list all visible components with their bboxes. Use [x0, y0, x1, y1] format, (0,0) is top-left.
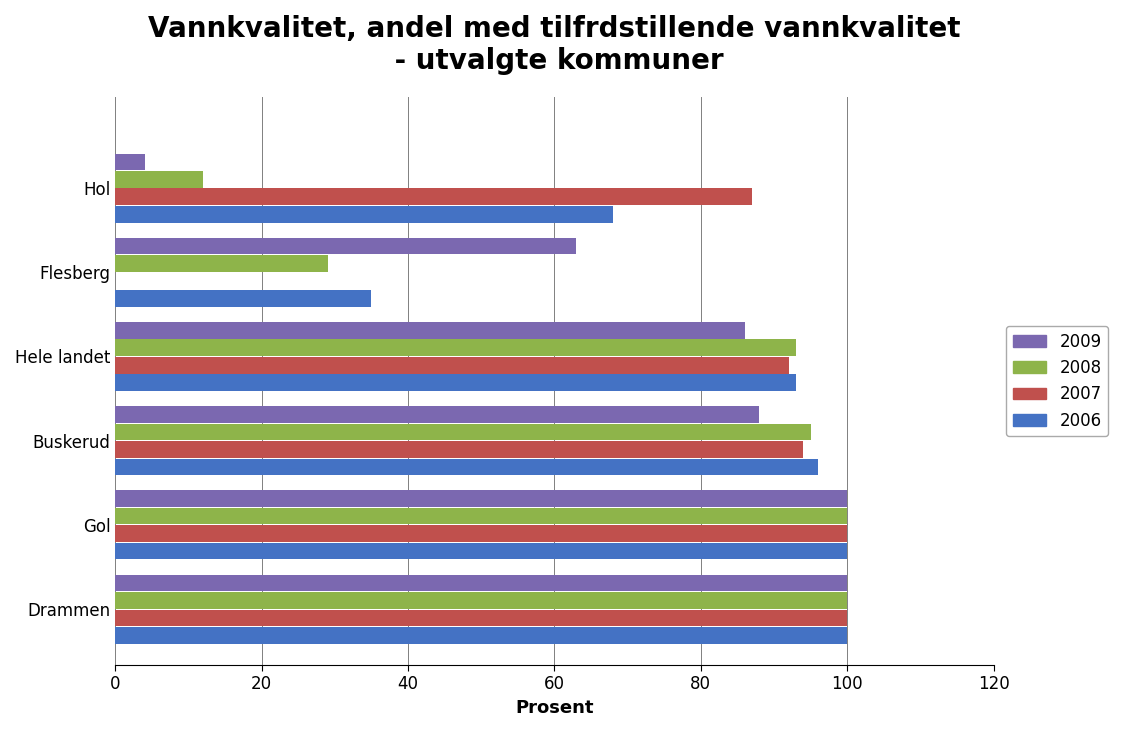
Bar: [116, 490, 847, 507]
Title: Vannkvalitet, andel med tilfrdstillende vannkvalitet
 - utvalgte kommuner: Vannkvalitet, andel med tilfrdstillende …: [148, 15, 960, 75]
Bar: [116, 526, 847, 542]
Bar: [116, 340, 795, 356]
Bar: [116, 575, 847, 591]
Bar: [116, 627, 847, 643]
Legend: 2009, 2008, 2007, 2006: 2009, 2008, 2007, 2006: [1006, 326, 1109, 436]
Bar: [116, 508, 847, 524]
Bar: [116, 290, 371, 307]
Bar: [116, 610, 847, 626]
Bar: [116, 592, 847, 609]
Bar: [116, 171, 203, 187]
Bar: [116, 357, 789, 373]
Bar: [116, 441, 803, 458]
Bar: [116, 189, 752, 205]
Bar: [116, 459, 818, 475]
Bar: [116, 154, 145, 170]
Bar: [116, 406, 760, 423]
Bar: [116, 238, 577, 254]
Bar: [116, 543, 847, 559]
Bar: [116, 255, 328, 272]
Bar: [116, 206, 613, 223]
X-axis label: Prosent: Prosent: [515, 699, 594, 717]
Bar: [116, 374, 795, 391]
Bar: [116, 424, 810, 440]
Bar: [116, 322, 745, 339]
